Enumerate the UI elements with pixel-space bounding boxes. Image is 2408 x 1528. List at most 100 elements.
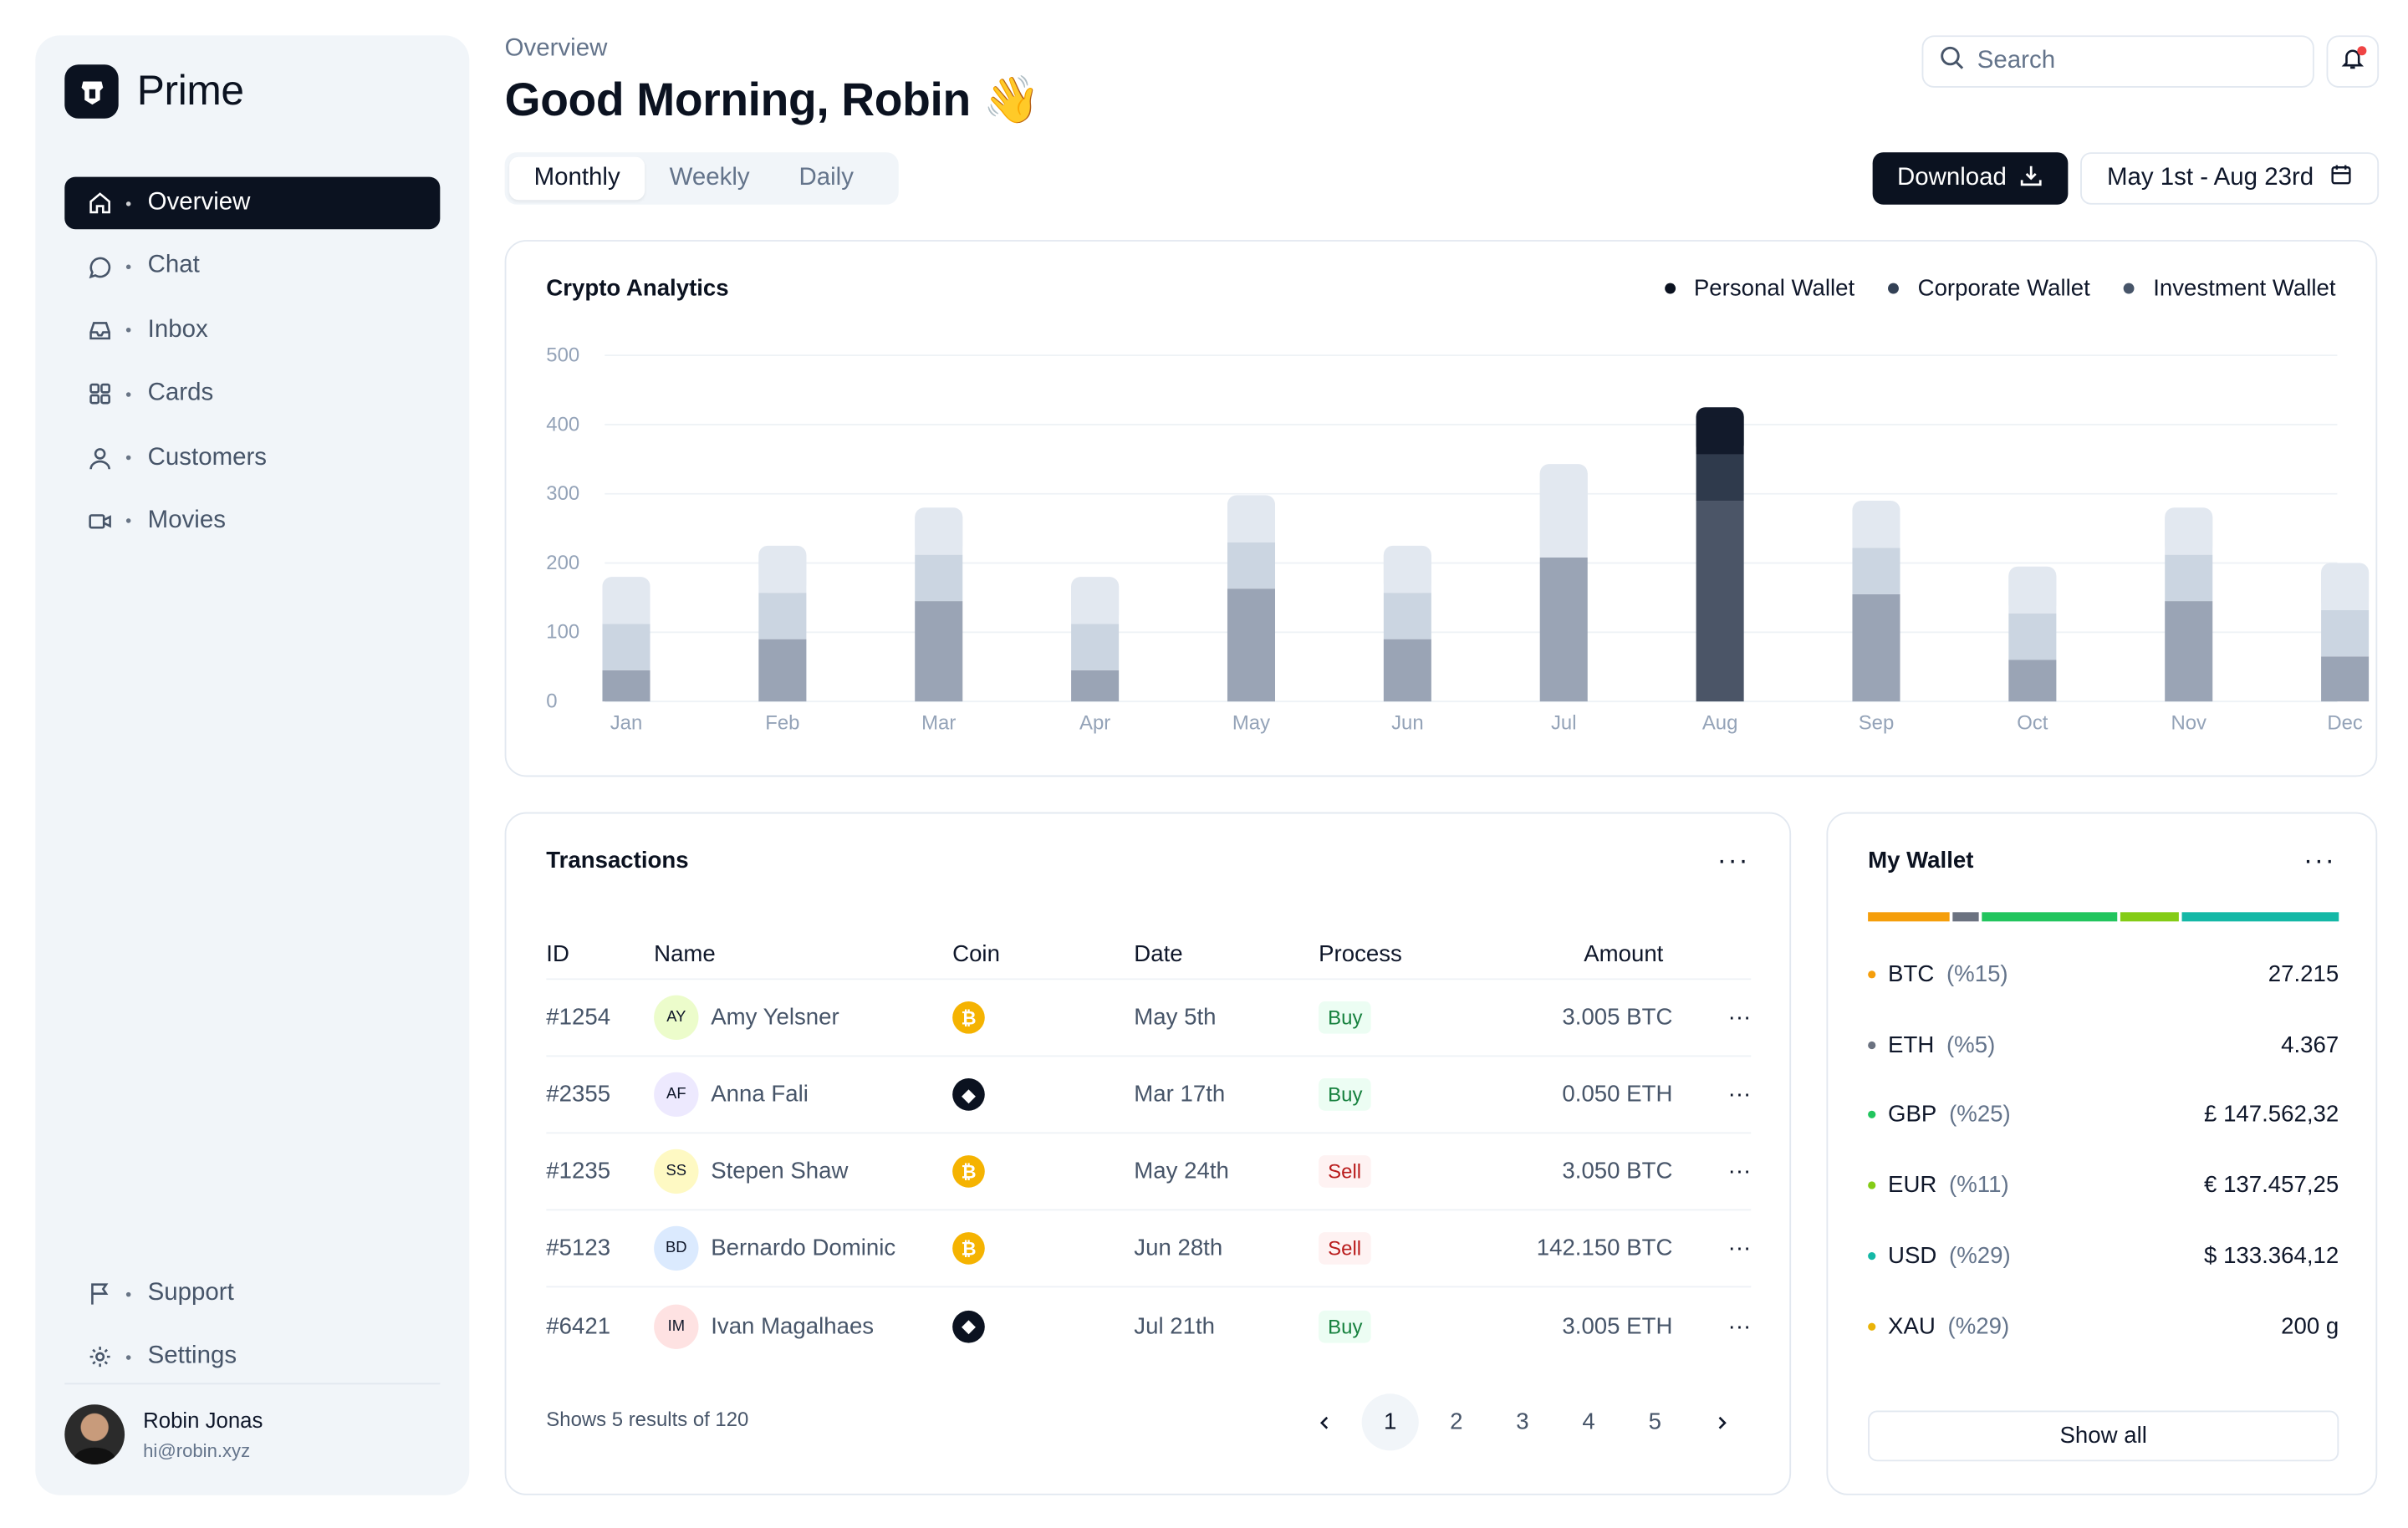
page-1[interactable]: 1 <box>1361 1393 1419 1451</box>
search-box[interactable] <box>1921 35 2314 88</box>
user-email: hi@robin.xyz <box>143 1439 251 1462</box>
x-tick-label: Aug <box>1702 711 1738 734</box>
wallet-row[interactable]: GBP (%25) £ 147.562,32 <box>1868 1102 2339 1128</box>
wallet-asset: GBP (%25) <box>1868 1102 2011 1128</box>
brand[interactable]: Prime <box>64 64 244 119</box>
page-4[interactable]: 4 <box>1582 1408 1595 1435</box>
col-coin[interactable]: Coin <box>952 941 1000 968</box>
bar-segment <box>915 601 963 702</box>
bar-segment <box>1383 593 1431 639</box>
table-row[interactable]: #1235 SS Stepen Shaw ₿ May 24th Sell 3.050 BTC… <box>546 1133 1752 1211</box>
col-id[interactable]: ID <box>546 941 569 968</box>
more-icon[interactable]: ··· <box>2303 844 2336 876</box>
wallet-row[interactable]: ETH (%5) 4.367 <box>1868 1031 2339 1058</box>
customer-name: Amy Yelsner <box>711 1004 839 1031</box>
page-2[interactable]: 2 <box>1450 1408 1463 1435</box>
show-all-button[interactable]: Show all <box>1868 1410 2339 1462</box>
period-tabs: Monthly Weekly Daily <box>504 152 899 205</box>
row-process: Sell <box>1319 1232 1487 1265</box>
legend-item: Corporate Wallet <box>1888 275 2090 302</box>
search-input[interactable] <box>1977 48 2285 76</box>
bar-segment-fill <box>1071 586 1120 624</box>
sidebar-item-movies[interactable]: Movies <box>64 495 440 548</box>
row-more-icon[interactable]: ··· <box>1727 1158 1752 1185</box>
asset-value: € 137.457,25 <box>2204 1172 2339 1199</box>
customer-name: Bernardo Dominic <box>711 1235 896 1262</box>
wallet-asset: EUR (%11) <box>1868 1172 2009 1199</box>
date-range-picker[interactable]: May 1st - Aug 23rd <box>2080 152 2380 205</box>
sidebar-item-inbox[interactable]: Inbox <box>64 304 440 357</box>
row-more-icon[interactable]: ··· <box>1727 1081 1752 1108</box>
sidebar-item-support[interactable]: Support <box>64 1267 440 1320</box>
wallet-asset: BTC (%15) <box>1868 961 2008 987</box>
bullet <box>125 1355 131 1360</box>
pagination: 1 2 3 4 5 <box>1296 1393 1750 1451</box>
sidebar-item-label: Movies <box>147 507 226 534</box>
wallet-row[interactable]: EUR (%11) € 137.457,25 <box>1868 1172 2339 1199</box>
download-button[interactable]: Download <box>1872 152 2069 205</box>
y-tick-label: 200 <box>546 552 579 574</box>
wallet-row[interactable]: USD (%29) $ 133.364,12 <box>1868 1243 2339 1269</box>
sidebar-item-customers[interactable]: Customers <box>64 431 440 484</box>
table-row[interactable]: #2355 AF Anna Fali ◆ Mar 17th Buy 0.050 ETH ··· <box>546 1057 1752 1134</box>
y-tick-label: 300 <box>546 482 579 505</box>
process-badge: Buy <box>1319 1001 1372 1034</box>
col-process[interactable]: Process <box>1319 941 1402 968</box>
allocation-segment <box>1982 912 2117 922</box>
wallet-row[interactable]: XAU (%29) 200 g <box>1868 1313 2339 1339</box>
row-name: BD Bernardo Dominic <box>654 1225 952 1271</box>
asset-symbol: GBP <box>1888 1102 1937 1128</box>
sidebar-item-settings[interactable]: Settings <box>64 1332 440 1384</box>
download-label: Download <box>1896 164 2007 191</box>
row-more-icon[interactable]: ··· <box>1727 1004 1752 1031</box>
bar-segment <box>1539 557 1588 702</box>
card-title: Crypto Analytics <box>546 275 729 302</box>
row-amount: 0.050 ETH <box>1562 1081 1673 1108</box>
user-profile[interactable]: Robin Jonas hi@robin.xyz <box>64 1404 263 1464</box>
tab-weekly[interactable]: Weekly <box>669 164 750 191</box>
row-date: Jul 21th <box>1134 1312 1216 1339</box>
col-date[interactable]: Date <box>1134 941 1183 968</box>
customer-name: Anna Fali <box>711 1081 809 1108</box>
legend-label: Personal Wallet <box>1693 275 1855 302</box>
next-page-icon[interactable] <box>1692 1393 1749 1450</box>
bar-segment <box>2008 614 2057 660</box>
x-tick-label: Jul <box>1551 711 1577 734</box>
tab-monthly[interactable]: Monthly <box>509 156 645 201</box>
legend-item: Investment Wallet <box>2124 275 2336 302</box>
asset-dot <box>1868 1181 1876 1189</box>
col-amount[interactable]: Amount <box>1584 941 1664 968</box>
sidebar: Prime Overview Chat Inbox Cards <box>35 35 470 1495</box>
table-row[interactable]: #1254 AY Amy Yelsner ₿ May 5th Buy 3.005 BTC ··… <box>546 980 1752 1057</box>
bar-segment <box>2165 554 2213 602</box>
wallet-row[interactable]: BTC (%15) 27.215 <box>1868 961 2339 987</box>
bullet <box>125 519 131 524</box>
row-id: #2355 <box>546 1081 611 1108</box>
table-row[interactable]: #5123 BD Bernardo Dominic ₿ Jun 28th Sell 142.… <box>546 1210 1752 1288</box>
page-3[interactable]: 3 <box>1516 1408 1529 1435</box>
more-icon[interactable]: ··· <box>1717 844 1750 876</box>
asset-percent: (%25) <box>1949 1102 2011 1128</box>
customer-name: Ivan Magalhaes <box>711 1312 875 1339</box>
sidebar-item-overview[interactable]: Overview <box>64 176 441 230</box>
bar-segment <box>1696 454 1744 502</box>
notifications-button[interactable] <box>2326 35 2380 88</box>
row-name: AY Amy Yelsner <box>654 995 952 1041</box>
row-more-icon[interactable]: ··· <box>1727 1235 1752 1262</box>
allocation-segment <box>2182 912 2339 922</box>
asset-symbol: ETH <box>1888 1031 1935 1058</box>
sidebar-item-cards[interactable]: Cards <box>64 368 440 420</box>
bar-segment <box>602 670 650 702</box>
row-more-icon[interactable]: ··· <box>1727 1312 1752 1339</box>
asset-dot <box>1868 1111 1876 1119</box>
sidebar-item-chat[interactable]: Chat <box>64 241 440 293</box>
legend-label: Corporate Wallet <box>1917 275 2090 302</box>
page-5[interactable]: 5 <box>1648 1408 1661 1435</box>
prev-page-icon[interactable] <box>1296 1393 1353 1450</box>
asset-percent: (%29) <box>1947 1312 2010 1339</box>
tab-daily[interactable]: Daily <box>798 164 854 191</box>
bar-segment <box>1852 593 1900 702</box>
x-tick-label: Dec <box>2327 711 2363 734</box>
col-name[interactable]: Name <box>654 941 716 968</box>
table-row[interactable]: #6421 IM Ivan Magalhaes ◆ Jul 21th Buy 3.005 E… <box>546 1287 1751 1364</box>
